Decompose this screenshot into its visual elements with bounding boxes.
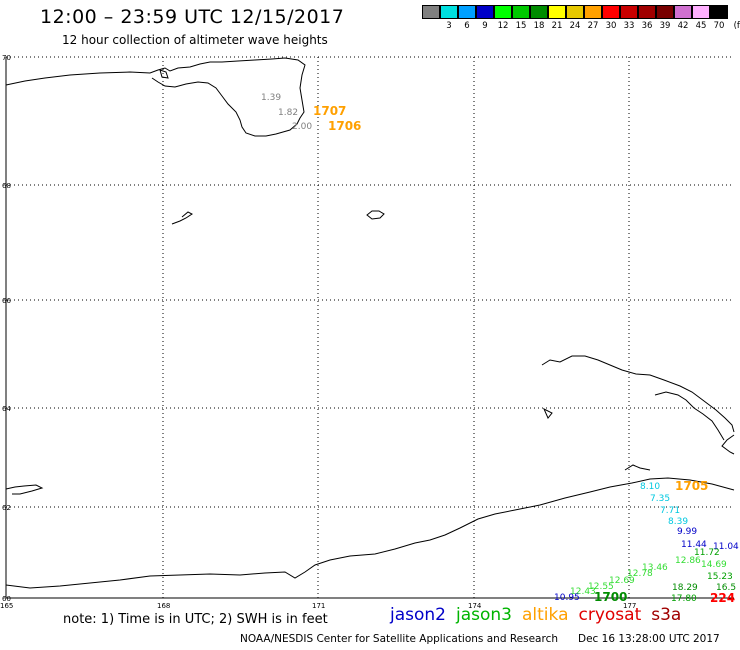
- scale-swatch: [602, 5, 620, 19]
- wave-height-label: 10.95: [554, 593, 580, 603]
- scale-tick-label: 39: [659, 21, 671, 31]
- footer: NOAA/NESDIS Center for Satellite Applica…: [240, 633, 720, 645]
- graticule-grid: [6, 56, 734, 598]
- wave-height-label: 12.43: [570, 587, 596, 597]
- wave-height-label: 1705: [675, 479, 708, 493]
- satellite-legend-item: jason2: [390, 605, 446, 625]
- scale-tick-label: 42: [677, 21, 689, 31]
- scale-swatch: [530, 5, 548, 19]
- latitude-label: 66: [2, 297, 11, 305]
- longitude-label: 177: [623, 602, 636, 610]
- scale-unit-label: (ft): [733, 21, 740, 31]
- wave-height-label: 12.78: [627, 569, 653, 579]
- scale-tick-label: 27: [587, 21, 599, 31]
- scale-swatch: [440, 5, 458, 19]
- scale-tick-label: 3: [446, 21, 452, 31]
- latitude-label: 64: [2, 405, 11, 413]
- satellite-legend: jason2 jason3 altika cryosat s3a: [390, 605, 691, 625]
- wave-height-label: 7.35: [650, 494, 670, 504]
- coastline: [5, 57, 735, 589]
- longitude-label: 165: [0, 602, 13, 610]
- scale-tick-label: 36: [641, 21, 653, 31]
- wave-height-label: 12.55: [588, 582, 614, 592]
- longitude-label: 171: [312, 602, 325, 610]
- latitude-label: 70: [2, 54, 11, 62]
- scale-swatch: [422, 5, 440, 19]
- units-note: note: 1) Time is in UTC; 2) SWH is in fe…: [63, 612, 328, 627]
- footer-timestamp: Dec 16 13:28:00 UTC 2017: [578, 633, 720, 645]
- satellite-legend-item: s3a: [651, 605, 682, 625]
- wave-height-label: 14.69: [701, 560, 727, 570]
- scale-swatch: [584, 5, 602, 19]
- wave-height-label: 17.80: [671, 594, 697, 604]
- scale-tick-label: 6: [464, 21, 470, 31]
- wave-height-label: 11.04: [713, 542, 739, 552]
- wave-height-label: 12.86: [675, 556, 701, 566]
- wave-height-label: 11.72: [694, 548, 720, 558]
- scale-swatch: [548, 5, 566, 19]
- scale-swatch: [566, 5, 584, 19]
- scale-tick-label: 15: [515, 21, 527, 31]
- wave-height-label: 7.71: [660, 506, 680, 516]
- footer-credit: NOAA/NESDIS Center for Satellite Applica…: [240, 633, 558, 645]
- scale-tick-label: 21: [551, 21, 563, 31]
- scale-swatch: [656, 5, 674, 19]
- wave-height-label: 1.82: [278, 108, 298, 118]
- latitude-label: 68: [2, 182, 11, 190]
- scale-tick-label: 24: [569, 21, 581, 31]
- scale-tick-label: 9: [482, 21, 488, 31]
- wave-height-label: 8.10: [640, 482, 660, 492]
- wave-height-label: 8.39: [668, 517, 688, 527]
- wave-height-label: 224: [710, 591, 735, 605]
- wave-height-label: 1706: [328, 119, 361, 133]
- scale-tick-label: 30: [605, 21, 617, 31]
- satellite-legend-item: cryosat: [578, 605, 642, 625]
- wave-height-label: 1707: [313, 104, 346, 118]
- map-title: 12:00 – 23:59 UTC 12/15/2017: [40, 6, 345, 28]
- map-subtitle: 12 hour collection of altimeter wave hei…: [62, 33, 328, 47]
- scale-swatch: [674, 5, 692, 19]
- satellite-legend-item: jason3: [456, 605, 512, 625]
- scale-swatch: [620, 5, 638, 19]
- scale-tick-label: 45: [695, 21, 707, 31]
- scale-swatch: [458, 5, 476, 19]
- wave-height-label: 15.23: [707, 572, 733, 582]
- scale-swatch: [476, 5, 494, 19]
- wave-height-label: 1.39: [261, 93, 281, 103]
- scale-swatch: [494, 5, 512, 19]
- satellite-legend-item: altika: [522, 605, 569, 625]
- scale-swatch: [638, 5, 656, 19]
- scale-swatch: [710, 5, 728, 19]
- latitude-label: 62: [2, 504, 11, 512]
- scale-tick-label: 12: [497, 21, 509, 31]
- scale-swatch: [512, 5, 530, 19]
- latitude-label: 60: [2, 595, 11, 603]
- wave-height-label: 1700: [594, 590, 627, 604]
- wave-height-label: 18.29: [672, 583, 698, 593]
- wave-height-label: 16.5: [716, 583, 736, 593]
- scale-tick-label: 33: [623, 21, 635, 31]
- scale-tick-label: 70: [713, 21, 725, 31]
- scale-swatch: [692, 5, 710, 19]
- wave-height-label: 13.46: [642, 563, 668, 573]
- longitude-label: 174: [468, 602, 482, 610]
- wave-height-label: 12.69: [609, 576, 635, 586]
- wave-height-label: 9.99: [677, 527, 697, 537]
- scale-tick-label: 18: [533, 21, 545, 31]
- wave-height-label: 2.00: [292, 122, 312, 132]
- map-frame: [5, 57, 734, 599]
- wave-height-label: 11.44: [681, 540, 707, 550]
- longitude-label: 168: [157, 602, 170, 610]
